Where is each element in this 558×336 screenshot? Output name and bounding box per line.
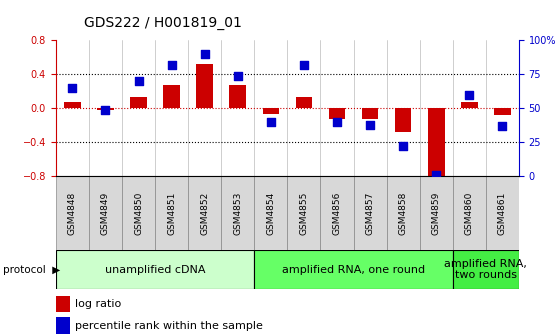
Point — [134, 79, 143, 84]
Text: GSM4861: GSM4861 — [498, 192, 507, 235]
Bar — [387, 176, 420, 250]
Bar — [453, 176, 486, 250]
Bar — [395, 109, 411, 132]
Bar — [428, 109, 445, 178]
Text: GSM4859: GSM4859 — [432, 192, 441, 235]
Bar — [163, 85, 180, 109]
Bar — [453, 250, 519, 289]
Bar — [320, 176, 354, 250]
Point — [200, 51, 209, 57]
Bar — [254, 250, 453, 289]
Bar — [486, 176, 519, 250]
Bar — [89, 176, 122, 250]
Text: amplified RNA, one round: amplified RNA, one round — [282, 265, 425, 275]
Bar — [130, 97, 147, 109]
Point — [300, 62, 309, 68]
Bar — [188, 176, 221, 250]
Bar — [122, 176, 155, 250]
Point — [167, 62, 176, 68]
Bar — [56, 317, 70, 334]
Bar — [254, 176, 287, 250]
Bar — [97, 109, 114, 110]
Bar — [362, 109, 378, 119]
Text: GSM4849: GSM4849 — [101, 192, 110, 235]
Bar — [287, 176, 320, 250]
Bar — [196, 64, 213, 109]
Bar — [155, 176, 188, 250]
Bar — [56, 250, 254, 289]
Point — [233, 73, 242, 78]
Point — [432, 172, 441, 178]
Bar — [263, 109, 279, 114]
Text: GSM4851: GSM4851 — [167, 192, 176, 235]
Text: unamplified cDNA: unamplified cDNA — [105, 265, 205, 275]
Text: GSM4856: GSM4856 — [333, 192, 341, 235]
Point — [68, 85, 77, 91]
Bar — [64, 101, 80, 109]
Bar — [221, 176, 254, 250]
Point — [266, 119, 275, 125]
Bar — [56, 296, 70, 312]
Text: amplified RNA,
two rounds: amplified RNA, two rounds — [444, 259, 527, 281]
Bar — [229, 85, 246, 109]
Bar — [56, 176, 89, 250]
Bar — [329, 109, 345, 119]
Text: log ratio: log ratio — [75, 299, 122, 309]
Point — [465, 92, 474, 97]
Text: GSM4848: GSM4848 — [68, 192, 77, 235]
Text: GSM4855: GSM4855 — [300, 192, 309, 235]
Bar — [296, 97, 312, 109]
Point — [498, 123, 507, 129]
Text: GSM4854: GSM4854 — [266, 192, 275, 235]
Point — [398, 144, 407, 149]
Text: percentile rank within the sample: percentile rank within the sample — [75, 321, 263, 331]
Text: GSM4853: GSM4853 — [233, 192, 242, 235]
Point — [333, 119, 341, 125]
Bar — [494, 109, 511, 115]
Text: GSM4858: GSM4858 — [398, 192, 408, 235]
Text: GSM4860: GSM4860 — [465, 192, 474, 235]
Text: GSM4852: GSM4852 — [200, 192, 209, 235]
Bar — [354, 176, 387, 250]
Text: GSM4850: GSM4850 — [134, 192, 143, 235]
Point — [101, 107, 110, 113]
Text: protocol  ▶: protocol ▶ — [3, 265, 60, 275]
Point — [365, 122, 374, 127]
Bar — [420, 176, 453, 250]
Bar — [461, 101, 478, 109]
Text: GDS222 / H001819_01: GDS222 / H001819_01 — [84, 16, 242, 30]
Text: GSM4857: GSM4857 — [365, 192, 374, 235]
